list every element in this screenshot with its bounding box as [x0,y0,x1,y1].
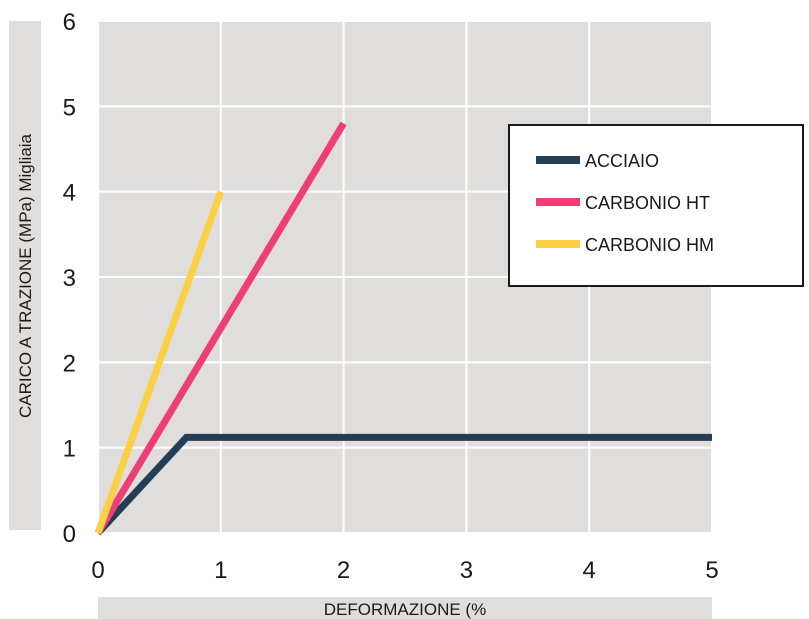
y-axis-title-band [9,21,41,530]
y-tick-label-0: 0 [63,521,76,548]
legend-swatch-acciaio [536,156,580,164]
x-tick-label-0: 0 [91,557,104,584]
series-line-carbonio-hm [94,190,225,535]
series-line-acciaio [95,433,712,536]
x-axis-title-band [98,597,712,619]
tick-labels: 0 1 2 3 4 5 6 0 1 2 3 4 5 [63,9,719,584]
x-tick-label-5: 5 [705,557,718,584]
series-lines [94,121,712,536]
y-tick-label-3: 3 [63,265,76,292]
y-tick-label-6: 6 [63,9,76,36]
legend: ACCIAIO CARBONIO HT CARBONIO HM [508,124,804,287]
legend-label-carbonio-hm: CARBONIO HM [585,235,714,255]
legend-label-acciaio: ACCIAIO [585,151,659,171]
x-tick-label-3: 3 [460,557,473,584]
legend-swatch-carbonio-ht [536,198,580,206]
x-tick-label-2: 2 [337,557,350,584]
y-tick-label-5: 5 [63,94,76,121]
y-tick-label-2: 2 [63,350,76,377]
y-tick-label-1: 1 [63,436,76,463]
series-line-carbonio-ht [94,121,347,535]
legend-swatch-carbonio-hm [536,240,580,248]
x-tick-label-1: 1 [214,557,227,584]
x-tick-label-4: 4 [583,557,596,584]
x-axis-title: DEFORMAZIONE (% [324,600,486,619]
legend-label-carbonio-ht: CARBONIO HT [585,193,710,213]
y-tick-label-4: 4 [63,180,76,207]
y-axis-title: CARICO A TRAZIONE (MPa) Migliaia [16,133,35,418]
